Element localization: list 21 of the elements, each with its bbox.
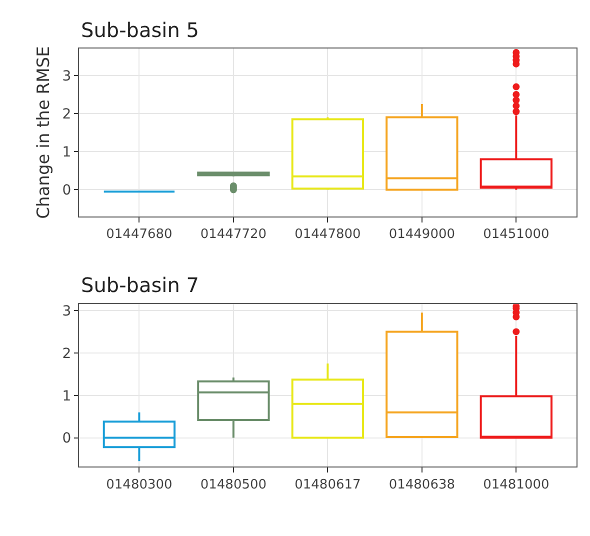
- x-tick-label: 01481000: [483, 477, 550, 492]
- x-tick-label: 01447800: [294, 227, 361, 242]
- y-tick-label: 2: [62, 106, 72, 122]
- chart-title: Sub-basin 7: [81, 273, 199, 297]
- y-tick-label: 3: [62, 68, 72, 84]
- x-tick-label: 01480500: [200, 477, 267, 492]
- x-tick-label: 01480617: [294, 477, 361, 492]
- x-tick-label: 01447720: [200, 227, 267, 242]
- y-tick-label: 3: [62, 303, 72, 320]
- x-tick-label: 01451000: [483, 227, 550, 242]
- y-tick-label: 1: [62, 144, 72, 161]
- y-tick-label: 0: [62, 430, 72, 447]
- x-tick-label: 01449000: [388, 227, 456, 242]
- x-tick-label: 01447680: [106, 227, 172, 242]
- x-tick-label: 01480638: [388, 477, 456, 492]
- y-axis-title: Change in the RMSE: [34, 46, 54, 219]
- y-tick-label: 2: [62, 346, 72, 362]
- y-tick-label: 1: [62, 388, 72, 404]
- chart-title: Sub-basin 5: [81, 18, 199, 42]
- x-tick-label: 01480300: [106, 477, 172, 492]
- y-tick-label: 0: [62, 182, 72, 199]
